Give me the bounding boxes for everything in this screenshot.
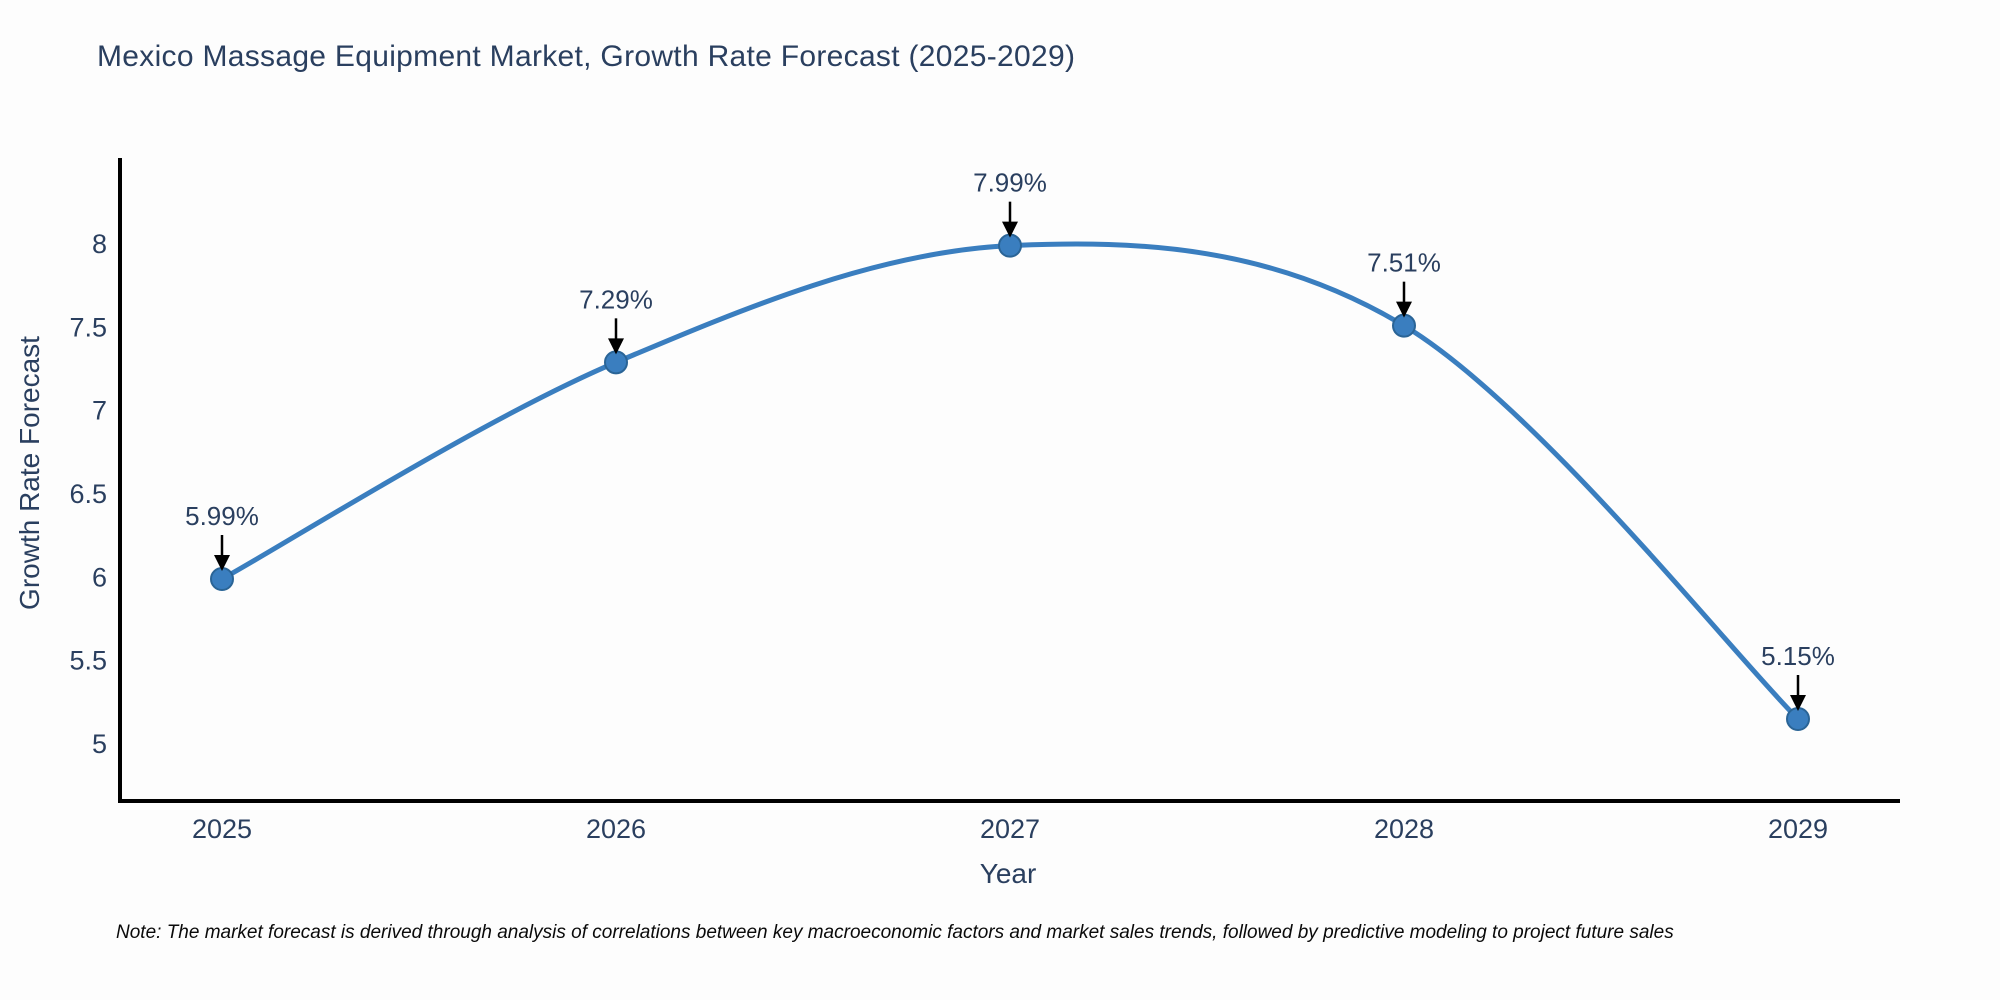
y-tick-label: 8 (92, 229, 107, 259)
x-tick-label: 2027 (980, 814, 1040, 844)
x-tick-label: 2025 (192, 814, 252, 844)
y-axis-title: Growth Rate Forecast (14, 336, 45, 610)
x-tick-label: 2028 (1374, 814, 1434, 844)
y-tick-label: 7 (92, 396, 107, 426)
data-point-marker (210, 567, 234, 592)
annotation-arrowhead-icon (1002, 221, 1018, 238)
x-tick-label: 2026 (586, 814, 646, 844)
annotation-label: 5.15% (1761, 641, 1835, 671)
chart-title: Mexico Massage Equipment Market, Growth … (97, 40, 1076, 73)
y-tick-label: 5.5 (69, 646, 107, 676)
y-tick-label: 6.5 (69, 479, 107, 509)
x-axis-title: Year (979, 858, 1037, 889)
y-tick-label: 6 (92, 562, 107, 592)
data-point-marker (1786, 707, 1810, 732)
forecast-line (219, 241, 1801, 722)
data-point-marker (1392, 313, 1416, 338)
annotation-label: 7.29% (579, 284, 653, 314)
data-point-marker (604, 350, 628, 375)
annotation-arrowhead-icon (214, 555, 230, 572)
annotation-label: 7.51% (1367, 248, 1441, 278)
annotation-arrowhead-icon (608, 338, 624, 355)
x-tick-label: 2029 (1768, 814, 1828, 844)
y-tick-label: 5 (92, 729, 107, 759)
annotation-label: 7.99% (973, 168, 1047, 198)
annotation-arrowhead-icon (1396, 301, 1412, 318)
y-tick-label: 7.5 (69, 312, 107, 342)
data-point-marker (998, 233, 1022, 258)
annotation-arrowhead-icon (1790, 695, 1806, 712)
footnote: Note: The market forecast is derived thr… (116, 922, 1674, 943)
annotation-label: 5.99% (185, 501, 259, 531)
